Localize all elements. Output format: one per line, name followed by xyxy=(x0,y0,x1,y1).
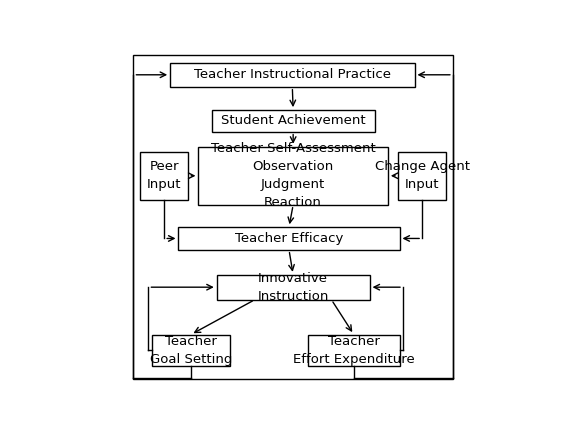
FancyBboxPatch shape xyxy=(398,152,446,200)
FancyBboxPatch shape xyxy=(198,146,388,205)
Text: Peer
Input: Peer Input xyxy=(147,160,181,191)
FancyBboxPatch shape xyxy=(308,334,400,366)
Text: Teacher Instructional Practice: Teacher Instructional Practice xyxy=(194,68,391,81)
Text: Teacher Efficacy: Teacher Efficacy xyxy=(235,232,343,245)
Text: Teacher
Effort Expenditure: Teacher Effort Expenditure xyxy=(293,335,415,366)
FancyBboxPatch shape xyxy=(140,152,188,200)
Text: Student Achievement: Student Achievement xyxy=(221,114,366,127)
Text: Change Agent
Input: Change Agent Input xyxy=(375,160,470,191)
Text: Teacher Self-Assessment
Observation
Judgment
Reaction: Teacher Self-Assessment Observation Judg… xyxy=(210,142,376,209)
FancyBboxPatch shape xyxy=(170,63,415,87)
FancyBboxPatch shape xyxy=(152,334,230,366)
FancyBboxPatch shape xyxy=(217,275,370,300)
Text: Innovative
Instruction: Innovative Instruction xyxy=(257,272,329,303)
FancyBboxPatch shape xyxy=(212,110,375,132)
Text: Teacher
Goal Setting: Teacher Goal Setting xyxy=(150,335,232,366)
FancyBboxPatch shape xyxy=(178,227,400,250)
